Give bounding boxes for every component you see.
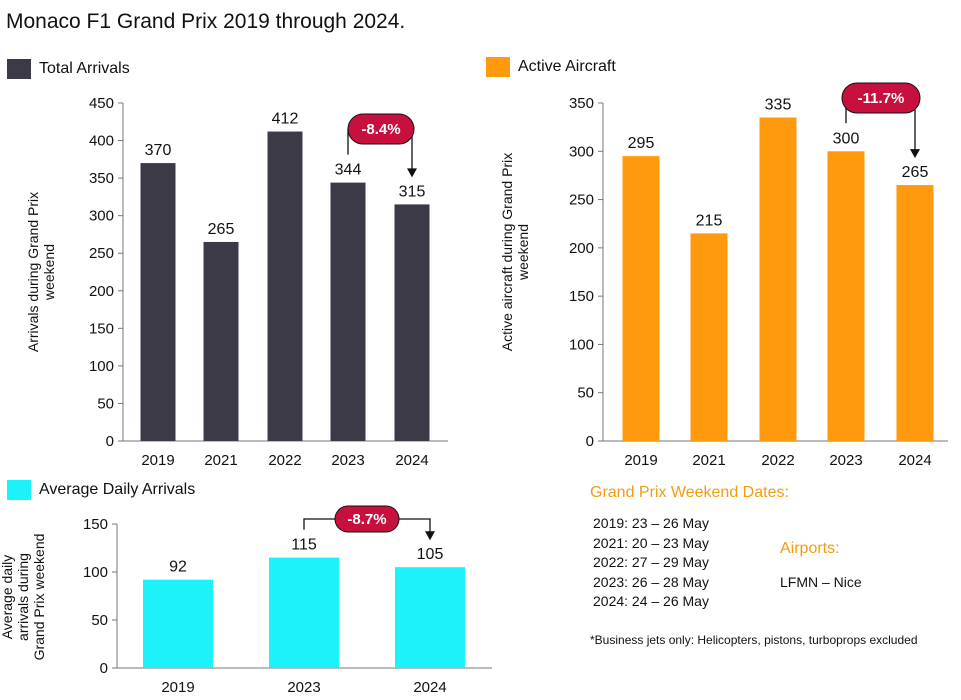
y-axis-label: weekend — [41, 244, 57, 301]
bar — [267, 131, 303, 441]
change-arrowhead — [910, 149, 920, 159]
y-axis-label: weekend — [515, 224, 531, 281]
x-tick-label: 2023 — [829, 452, 862, 469]
y-axis-label: arrivals during — [15, 553, 31, 641]
bar — [140, 163, 176, 442]
footnote: *Business jets only: Helicopters, piston… — [590, 633, 918, 647]
x-tick-label: 2022 — [268, 452, 301, 469]
x-tick-label: 2023 — [287, 679, 320, 696]
bar — [827, 151, 865, 442]
data-label: 265 — [902, 164, 929, 181]
change-badge — [347, 113, 415, 145]
y-tick-label: 350 — [569, 95, 594, 112]
y-tick-label: 50 — [577, 385, 594, 402]
data-label: 335 — [765, 96, 792, 113]
legend-label: Total Arrivals — [39, 60, 130, 77]
legend-total-arrivals: Total Arrivals — [7, 59, 130, 79]
y-tick-label: 200 — [89, 283, 114, 300]
x-tick-label: 2024 — [898, 452, 931, 469]
change-badge-label: -11.7% — [858, 90, 905, 107]
bar — [394, 204, 430, 441]
y-tick-label: 450 — [89, 95, 114, 112]
y-axis-label: Grand Prix weekend — [31, 534, 47, 661]
legend-swatch-orange — [486, 57, 510, 77]
y-tick-label: 150 — [83, 516, 108, 533]
change-arrowhead — [425, 531, 435, 541]
bar — [143, 579, 213, 668]
data-label: 115 — [291, 537, 317, 554]
airports-heading: Airports: — [780, 540, 840, 557]
date-line: 2021: 20 – 23 May — [593, 534, 709, 551]
change-badge-label: -8.4% — [361, 121, 400, 138]
y-tick-label: 300 — [569, 143, 594, 160]
y-tick-label: 200 — [569, 240, 594, 257]
bar — [269, 557, 339, 668]
y-tick-label: 150 — [569, 288, 594, 305]
y-tick-label: 0 — [586, 433, 594, 450]
data-label: 344 — [335, 162, 362, 179]
dates-heading: Grand Prix Weekend Dates: — [590, 484, 789, 501]
y-tick-label: 100 — [83, 564, 108, 581]
x-tick-label: 2024 — [395, 452, 428, 469]
data-label: 370 — [145, 142, 172, 159]
date-line: 2024: 24 – 26 May — [593, 593, 709, 609]
y-tick-label: 400 — [89, 133, 114, 150]
airport-value: LFMN – Nice — [780, 574, 862, 590]
x-tick-label: 2022 — [761, 452, 794, 469]
x-tick-label: 2019 — [624, 452, 657, 469]
y-tick-label: 0 — [100, 660, 108, 677]
x-tick-label: 2024 — [413, 679, 446, 696]
legend-swatch-cyan — [7, 480, 31, 500]
bar — [759, 117, 797, 441]
bar — [622, 156, 660, 441]
bar — [330, 182, 366, 441]
y-tick-label: 50 — [97, 395, 114, 412]
bar — [203, 241, 239, 441]
legend-label: Average Daily Arrivals — [39, 481, 196, 498]
y-tick-label: 50 — [91, 612, 108, 629]
page-title: Monaco F1 Grand Prix 2019 through 2024. — [6, 10, 406, 33]
bar — [690, 233, 728, 441]
y-tick-label: 100 — [569, 336, 594, 353]
x-tick-label: 2023 — [331, 452, 364, 469]
y-tick-label: 0 — [106, 433, 114, 450]
y-axis-label: Active aircraft during Grand Prix — [499, 153, 515, 351]
y-axis-label: Average daily — [0, 555, 15, 640]
date-line: 2022: 27 – 29 May — [593, 554, 709, 570]
date-line: 2023: 26 – 28 May — [593, 573, 709, 590]
legend-label: Active Aircraft — [518, 58, 616, 75]
y-tick-label: 250 — [89, 245, 114, 262]
bar — [395, 567, 465, 668]
x-tick-label: 2019 — [141, 452, 174, 469]
bar — [896, 185, 934, 441]
y-tick-label: 250 — [569, 192, 594, 209]
data-label: 300 — [833, 130, 860, 147]
legend-swatch-dark — [7, 59, 31, 79]
change-badge — [841, 82, 921, 114]
change-badge — [334, 505, 400, 533]
y-tick-label: 150 — [89, 320, 114, 337]
data-label: 412 — [272, 111, 299, 128]
x-tick-label: 2021 — [204, 452, 237, 469]
y-axis-label: Arrivals during Grand Prix — [25, 192, 41, 352]
change-arrowhead — [407, 168, 417, 178]
data-label: 315 — [399, 183, 426, 200]
data-label: 92 — [169, 559, 187, 576]
y-tick-label: 300 — [89, 208, 114, 225]
date-line: 2019: 23 – 26 May — [593, 515, 709, 531]
legend-active-aircraft: Active Aircraft — [486, 57, 616, 77]
legend-average-daily: Average Daily Arrivals — [7, 480, 195, 500]
y-tick-label: 100 — [89, 358, 114, 375]
data-label: 295 — [628, 135, 655, 152]
change-badge-label: -8.7% — [347, 511, 386, 528]
data-label: 215 — [696, 212, 723, 229]
data-label: 265 — [208, 221, 235, 238]
x-tick-label: 2019 — [161, 679, 194, 696]
data-label: 105 — [417, 546, 444, 563]
y-tick-label: 350 — [89, 170, 114, 187]
x-tick-label: 2021 — [692, 452, 725, 469]
